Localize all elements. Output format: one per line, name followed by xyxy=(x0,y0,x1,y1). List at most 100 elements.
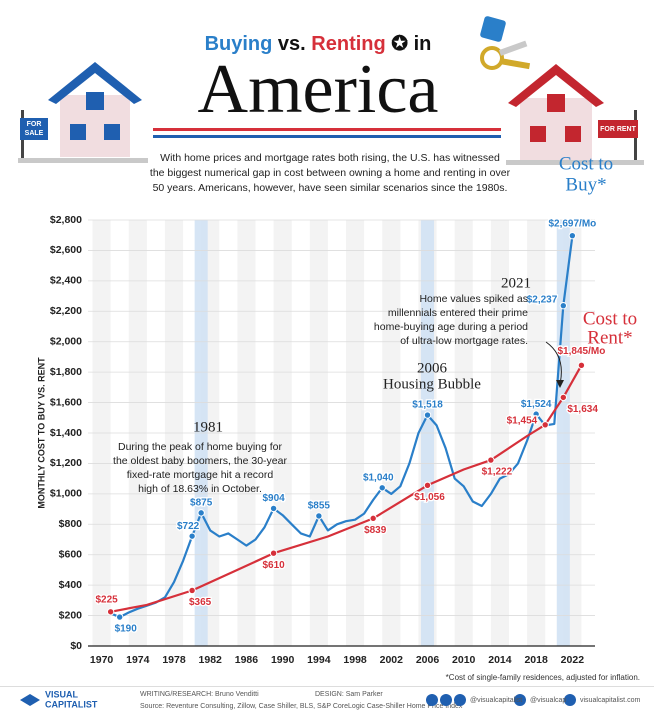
series-label: Cost to xyxy=(583,308,637,329)
data-point xyxy=(378,484,386,492)
x-tick-label: 1974 xyxy=(126,654,150,666)
social-handle[interactable]: @visualcapitalist xyxy=(470,697,522,704)
ground xyxy=(18,158,148,163)
social-icon[interactable] xyxy=(426,694,438,706)
brand: CAPITALIST xyxy=(45,699,98,709)
value-label: $1,454 xyxy=(507,415,538,426)
data-point xyxy=(269,549,278,557)
y-tick-label: $800 xyxy=(59,518,83,530)
ground xyxy=(506,160,644,165)
value-label: $855 xyxy=(308,501,331,512)
y-tick-label: $2,600 xyxy=(50,244,82,256)
value-label: $1,634 xyxy=(567,404,598,415)
annotation-heading: 2021 xyxy=(501,275,531,291)
y-tick-label: $1,000 xyxy=(50,488,82,500)
annotation-text: fixed-rate mortgage hit a record xyxy=(127,469,274,481)
data-point xyxy=(559,301,568,310)
value-label: $1,524 xyxy=(521,399,552,410)
logo-mark xyxy=(20,694,40,706)
title-word: ✪ xyxy=(391,33,408,55)
data-point xyxy=(369,514,377,523)
x-tick-label: 1982 xyxy=(199,654,223,666)
house-window xyxy=(530,126,546,142)
house-window xyxy=(565,126,581,142)
title-word: in xyxy=(414,33,432,55)
x-tick-label: 2018 xyxy=(524,654,548,666)
title-word: Renting xyxy=(311,33,385,55)
key xyxy=(499,58,531,70)
subtitle: With home prices and mortgage rates both… xyxy=(160,152,500,164)
annotation-text: millennials entered their prime xyxy=(388,307,528,319)
title-word: vs. xyxy=(278,33,306,55)
title-main: America xyxy=(198,51,439,128)
data-point xyxy=(115,613,124,621)
social-handle[interactable]: @visualcap xyxy=(530,697,566,704)
sign-text: FOR xyxy=(27,121,42,128)
data-point xyxy=(188,532,196,540)
key-tag xyxy=(480,16,506,42)
house-window xyxy=(547,94,565,112)
social-icon[interactable] xyxy=(514,694,526,706)
source: Source: Reventure Consulting, Zillow, Ca… xyxy=(140,703,463,710)
y-tick-label: $0 xyxy=(70,640,82,652)
data-point xyxy=(487,456,495,464)
social-icon[interactable] xyxy=(564,694,576,706)
data-point xyxy=(106,608,115,616)
house-roof xyxy=(48,62,142,104)
value-label: $722 xyxy=(177,521,200,532)
y-tick-label: $600 xyxy=(59,548,83,560)
value-label: $2,237 xyxy=(527,294,558,305)
y-tick-label: $2,800 xyxy=(50,214,82,226)
value-label: $875 xyxy=(190,498,213,509)
social-handle[interactable]: visualcapitalist.com xyxy=(580,697,640,704)
subtitle: 50 years. Americans, however, have seen … xyxy=(153,182,508,194)
social-icon[interactable] xyxy=(454,694,466,706)
credit: DESIGN: Sam Parker xyxy=(315,691,383,698)
x-tick-label: 1986 xyxy=(235,654,259,666)
annotation-heading: 2006 xyxy=(417,360,448,376)
value-label: $225 xyxy=(96,594,119,605)
y-tick-label: $2,000 xyxy=(50,335,82,347)
social-icon[interactable] xyxy=(440,694,452,706)
key-ring xyxy=(480,46,504,70)
x-tick-label: 2002 xyxy=(380,654,404,666)
sign-text: FOR RENT xyxy=(600,126,637,133)
y-tick-label: $400 xyxy=(59,579,83,591)
footnote: *Cost of single-family residences, adjus… xyxy=(446,673,640,682)
x-tick-label: 2014 xyxy=(488,654,512,666)
y-tick-label: $200 xyxy=(59,609,83,621)
house-window xyxy=(86,92,104,110)
house-window xyxy=(104,124,120,140)
y-tick-label: $1,600 xyxy=(50,396,82,408)
x-tick-label: 1978 xyxy=(162,654,186,666)
value-label: $190 xyxy=(115,624,138,635)
series-line xyxy=(110,235,574,619)
x-tick-label: 1990 xyxy=(271,654,295,666)
value-label: $1,040 xyxy=(363,472,394,483)
annotation-arrow xyxy=(545,341,562,385)
y-tick-label: $1,800 xyxy=(50,366,82,378)
house-window xyxy=(70,124,86,140)
x-tick-label: 1970 xyxy=(90,654,114,666)
annotation-text: Housing Bubble xyxy=(383,376,481,392)
data-point xyxy=(559,393,568,402)
title-rule xyxy=(153,135,501,138)
data-point xyxy=(315,512,323,520)
annotation-text: high of 18.63% in October. xyxy=(138,483,262,495)
annotation-arrowhead xyxy=(556,380,564,388)
title-word: Buying xyxy=(205,33,273,55)
value-label: $365 xyxy=(189,597,212,608)
annotation-text: During the peak of home buying for xyxy=(118,441,283,453)
annotation-text: of ultra-low mortgage rates. xyxy=(400,335,528,347)
plot: $0 $200 $400 $600 $800 $1,000 $1,200 $1,400 $1,6… xyxy=(50,214,607,666)
brand: VISUAL xyxy=(45,689,79,699)
data-point xyxy=(197,509,205,517)
value-label: $610 xyxy=(262,560,285,571)
series-label: Buy* xyxy=(565,174,606,195)
data-point xyxy=(423,411,432,419)
data-point xyxy=(577,361,586,369)
data-point xyxy=(188,586,196,595)
for-rent-house: FOR RENT xyxy=(506,64,644,165)
y-axis-title: MONTHLY COST TO BUY VS. RENT xyxy=(36,357,46,509)
